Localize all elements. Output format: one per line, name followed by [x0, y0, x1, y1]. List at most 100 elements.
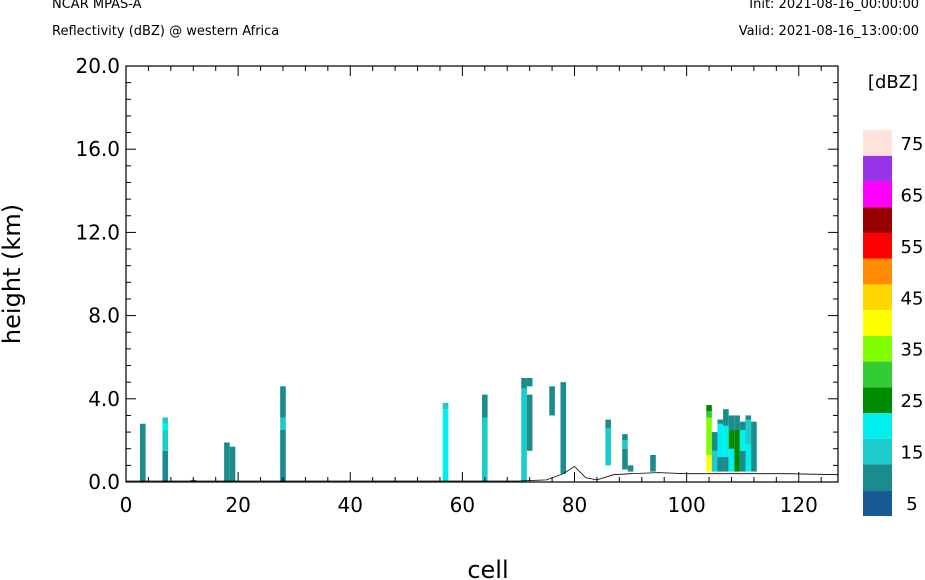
echo-cell-105-seg-0 — [711, 450, 718, 472]
colorbar-swatch-12 — [863, 181, 892, 208]
colorbar: 5 15 25 35 45 55 65 75 — [863, 130, 923, 516]
echo-cell-104-seg-2 — [706, 411, 712, 418]
colorbar-unit: [dBZ] — [868, 72, 918, 93]
colorbar-label: 5 — [906, 494, 917, 515]
echo-cell-110-seg-1 — [739, 430, 746, 451]
y-axis-title: height (km) — [0, 204, 26, 344]
echo-cell-107-seg-1 — [723, 425, 729, 458]
echo-cell-108-seg-2 — [728, 415, 735, 430]
plot-frame — [125, 65, 839, 483]
valid-time: Valid: 2021-08-16_13:00:00 — [738, 24, 919, 39]
echo-cell-28-seg-0 — [280, 430, 286, 482]
colorbar-swatch-11 — [863, 207, 892, 233]
echo-cell-72-seg-0 — [526, 394, 533, 451]
axes: 0 20 40 60 80 100 120 0.0 4.0 8.0 12.0 16.0 20.0 — [75, 54, 838, 517]
init-time: Init: 2021-08-16_00:00:00 — [749, 0, 919, 12]
echo-cell-28-seg-2 — [280, 386, 286, 418]
echo-cell-94-seg-0 — [650, 454, 656, 472]
echo-cell-71-seg-0 — [521, 388, 527, 482]
echo-cell-71-seg-1 — [521, 378, 527, 389]
echo-cell-57-seg-0 — [442, 409, 449, 482]
colorbar-label: 75 — [901, 134, 924, 155]
field-title: Reflectivity (dBZ) @ western Africa — [52, 24, 280, 39]
colorbar-label: 55 — [901, 237, 924, 258]
echo-cell-7-seg-1 — [162, 430, 169, 451]
terrain-line — [126, 465, 839, 482]
colorbar-swatch-2 — [863, 438, 892, 465]
echo-cell-111-seg-0 — [745, 444, 752, 472]
x-axis-title: cell — [467, 556, 508, 580]
echo-cell-112-seg-0 — [751, 421, 757, 472]
echo-cell-104-seg-1 — [706, 417, 712, 455]
colorbar-swatch-8 — [863, 284, 892, 311]
echo-cell-104-seg-3 — [706, 405, 712, 412]
y-tick-label: 20.0 — [75, 54, 120, 78]
echo-cell-57-seg-1 — [442, 402, 449, 410]
echo-cell-108-seg-0 — [728, 448, 735, 472]
colorbar-label: 65 — [901, 185, 924, 206]
colorbar-swatch-10 — [863, 232, 892, 259]
echo-cell-76-seg-0 — [549, 386, 555, 416]
colorbar-swatch-9 — [863, 258, 892, 285]
echo-cell-105-seg-1 — [711, 432, 718, 451]
y-tick-label: 8.0 — [88, 304, 120, 328]
echo-cell-107-seg-2 — [723, 409, 729, 426]
x-tick-label: 20 — [225, 493, 250, 517]
colorbar-label: 25 — [901, 391, 924, 412]
echo-cell-86-seg-1 — [605, 419, 611, 428]
y-tick-label: 4.0 — [88, 387, 120, 411]
echo-cell-110-seg-0 — [739, 450, 746, 472]
echo-cell-108-seg-1 — [728, 430, 735, 449]
y-tick-label: 0.0 — [88, 470, 120, 494]
x-tick-label: 120 — [780, 493, 818, 517]
echo-cell-18-seg-0 — [224, 442, 230, 482]
echo-cell-78-seg-0 — [560, 382, 567, 474]
x-tick-label: 80 — [562, 493, 587, 517]
colorbar-label: 35 — [901, 340, 924, 361]
echo-cell-104-seg-0 — [706, 454, 712, 472]
echo-cell-7-seg-0 — [162, 450, 169, 482]
model-title: NCAR MPAS-A — [52, 0, 142, 12]
colorbar-label: 45 — [901, 288, 924, 309]
echo-cell-90-seg-0 — [627, 465, 634, 472]
echo-cell-3-seg-0 — [140, 423, 146, 482]
colorbar-swatch-5 — [863, 361, 892, 388]
x-tick-label: 60 — [450, 493, 475, 517]
x-tick-label: 40 — [338, 493, 363, 517]
colorbar-swatch-14 — [863, 130, 892, 156]
echo-cell-109-seg-0 — [734, 430, 740, 472]
echo-cell-28-seg-1 — [280, 417, 286, 430]
colorbar-swatch-3 — [863, 413, 892, 439]
echo-cell-111-seg-2 — [745, 415, 752, 420]
echo-cell-64-seg-1 — [482, 394, 488, 418]
y-tick-label: 12.0 — [75, 220, 120, 244]
terrain-layer — [126, 465, 839, 482]
colorbar-swatch-1 — [863, 464, 892, 491]
echo-cell-72-seg-1 — [526, 378, 533, 387]
echo-cell-111-seg-1 — [745, 419, 752, 445]
echo-cell-106-seg-0 — [717, 457, 724, 472]
echo-layer — [140, 378, 757, 482]
colorbar-swatch-0 — [863, 490, 892, 516]
echo-cell-19-seg-0 — [229, 446, 236, 482]
echo-cell-107-seg-0 — [723, 457, 729, 472]
echo-cell-110-seg-2 — [739, 421, 746, 430]
x-tick-label: 100 — [668, 493, 706, 517]
colorbar-swatch-7 — [863, 310, 892, 336]
echo-cell-106-seg-1 — [717, 423, 724, 458]
y-tick-label: 16.0 — [75, 137, 120, 161]
echo-cell-89-seg-1 — [622, 440, 628, 449]
echo-cell-7-seg-3 — [162, 417, 169, 424]
colorbar-swatch-4 — [863, 387, 892, 414]
echo-cell-86-seg-0 — [605, 427, 611, 466]
x-tick-label: 0 — [120, 493, 133, 517]
echo-cell-109-seg-1 — [734, 415, 740, 430]
colorbar-label: 15 — [901, 443, 924, 464]
echo-cell-89-seg-2 — [622, 434, 628, 441]
colorbar-swatch-13 — [863, 155, 892, 182]
colorbar-swatch-6 — [863, 335, 892, 362]
echo-cell-106-seg-2 — [717, 419, 724, 424]
echo-cell-64-seg-0 — [482, 417, 488, 482]
echo-cell-7-seg-2 — [162, 423, 169, 430]
